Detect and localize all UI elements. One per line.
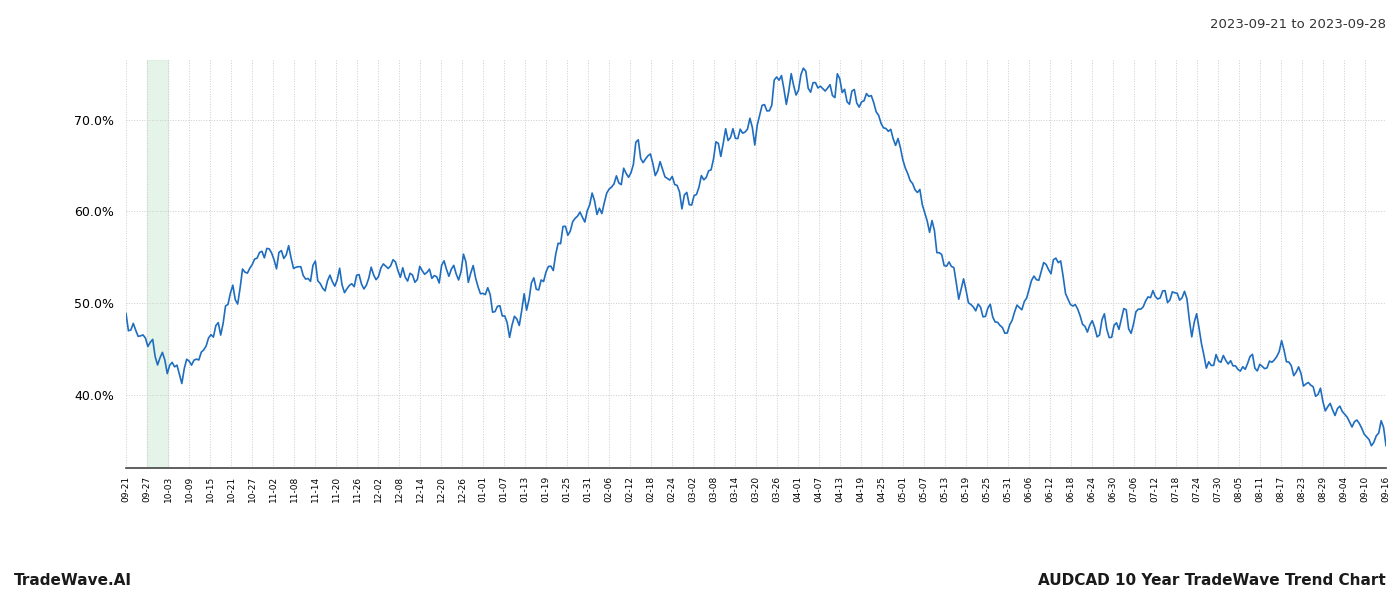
Text: 2023-09-21 to 2023-09-28: 2023-09-21 to 2023-09-28 [1210, 18, 1386, 31]
Text: TradeWave.AI: TradeWave.AI [14, 573, 132, 588]
Bar [147, 60, 168, 468]
Text: AUDCAD 10 Year TradeWave Trend Chart: AUDCAD 10 Year TradeWave Trend Chart [1039, 573, 1386, 588]
